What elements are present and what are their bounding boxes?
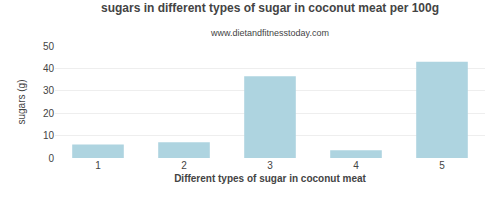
- svg-text:sugars in different types of s: sugars in different types of sugar in co…: [101, 1, 439, 15]
- svg-text:0: 0: [48, 153, 54, 164]
- svg-text:5: 5: [439, 160, 445, 171]
- svg-text:Different types of sugar in co: Different types of sugar in coconut meat: [174, 173, 366, 184]
- svg-text:sugars (g): sugars (g): [16, 79, 27, 124]
- svg-text:10: 10: [43, 130, 55, 141]
- svg-text:30: 30: [43, 85, 55, 96]
- svg-text:4: 4: [353, 160, 359, 171]
- svg-text:2: 2: [181, 160, 187, 171]
- svg-text:20: 20: [43, 108, 55, 119]
- svg-text:3: 3: [267, 160, 273, 171]
- svg-text:www.dietandfitnesstoday.com: www.dietandfitnesstoday.com: [210, 28, 329, 38]
- svg-text:40: 40: [43, 63, 55, 74]
- svg-text:1: 1: [95, 160, 101, 171]
- svg-text:50: 50: [43, 41, 55, 52]
